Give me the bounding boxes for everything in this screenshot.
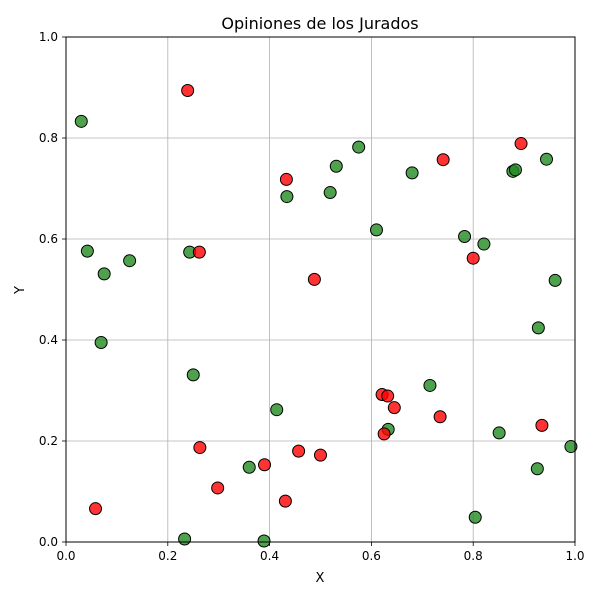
y-axis-label: Y bbox=[13, 286, 28, 295]
x-axis-label: X bbox=[316, 571, 325, 586]
chart-title: Opiniones de los Jurados bbox=[221, 14, 418, 33]
data-point bbox=[508, 163, 522, 177]
axis-ticks: 0.0 0.2 0.4 0.6 0.8 1.0 0.0 0.2 0.4 0.6 0.8 1.0 bbox=[39, 30, 585, 563]
y-tick-label: 0.2 bbox=[39, 434, 58, 448]
data-point bbox=[258, 458, 272, 472]
y-tick-label: 0.4 bbox=[39, 333, 58, 347]
data-point bbox=[458, 229, 472, 243]
data-point bbox=[97, 267, 111, 281]
data-point bbox=[123, 254, 137, 268]
data-point bbox=[387, 401, 401, 415]
data-point bbox=[381, 389, 395, 403]
data-point bbox=[369, 223, 383, 237]
data-point bbox=[466, 251, 480, 265]
data-point bbox=[211, 481, 225, 495]
data-point bbox=[477, 237, 491, 251]
data-point bbox=[564, 440, 578, 454]
grid bbox=[65, 36, 576, 543]
data-point bbox=[279, 172, 293, 186]
data-point bbox=[531, 321, 545, 335]
data-point bbox=[423, 378, 437, 392]
data-point bbox=[433, 410, 447, 424]
data-point bbox=[186, 368, 200, 382]
data-point bbox=[257, 534, 271, 548]
data-points bbox=[74, 84, 578, 548]
x-tick-label: 0.0 bbox=[56, 549, 75, 563]
data-point bbox=[94, 336, 108, 350]
x-tick-label: 0.2 bbox=[158, 549, 177, 563]
data-point bbox=[530, 462, 544, 476]
data-point bbox=[329, 159, 343, 173]
data-point bbox=[492, 426, 506, 440]
y-tick-label: 0.6 bbox=[39, 232, 58, 246]
data-point bbox=[323, 186, 337, 200]
data-point bbox=[468, 510, 482, 524]
data-point bbox=[314, 448, 327, 462]
data-point bbox=[74, 114, 88, 128]
data-point bbox=[436, 153, 450, 167]
data-point bbox=[193, 441, 207, 455]
data-point bbox=[270, 403, 284, 417]
data-point bbox=[278, 494, 292, 508]
data-point bbox=[181, 84, 195, 98]
x-tick-label: 0.8 bbox=[464, 549, 483, 563]
data-point bbox=[539, 152, 553, 166]
data-point bbox=[280, 190, 294, 204]
x-tick-label: 1.0 bbox=[565, 549, 584, 563]
data-point bbox=[535, 418, 549, 432]
data-point bbox=[80, 244, 94, 258]
data-point bbox=[292, 444, 306, 458]
data-point bbox=[514, 137, 528, 151]
y-tick-label: 0.0 bbox=[39, 535, 58, 549]
data-point bbox=[352, 140, 366, 154]
plot-frame bbox=[65, 36, 576, 543]
data-point bbox=[242, 460, 256, 474]
data-point bbox=[89, 502, 103, 516]
y-tick-label: 1.0 bbox=[39, 30, 58, 44]
data-point bbox=[178, 532, 192, 546]
y-tick-label: 0.8 bbox=[39, 131, 58, 145]
x-tick-label: 0.6 bbox=[362, 549, 381, 563]
data-point bbox=[192, 245, 206, 259]
data-point bbox=[307, 272, 321, 286]
x-tick-label: 0.4 bbox=[260, 549, 279, 563]
data-point bbox=[405, 166, 419, 180]
data-point bbox=[377, 427, 391, 441]
data-point bbox=[548, 273, 562, 287]
